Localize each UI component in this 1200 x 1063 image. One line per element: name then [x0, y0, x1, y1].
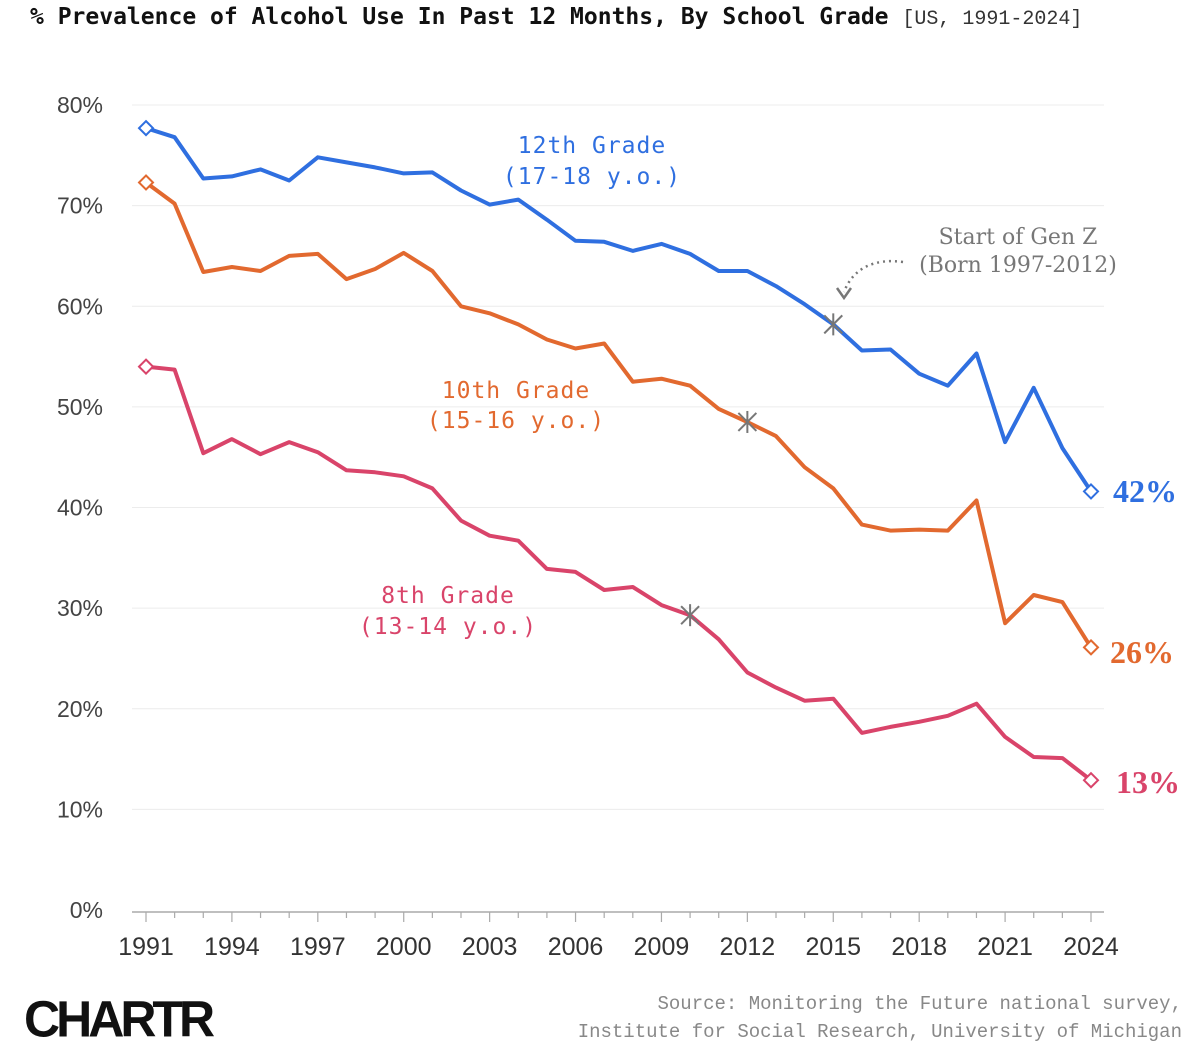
y-tick-label: 30% [57, 595, 103, 621]
series-line-12th-grade [144, 126, 1093, 494]
chartr-logo: CHARTR [24, 990, 215, 1048]
gen-z-marker-8th-grade [680, 604, 700, 627]
series-label-10th-grade-age: (15-16 y.o.) [427, 408, 605, 434]
end-point-10th-grade [1082, 638, 1100, 656]
series-label-12th-grade-age: (17-18 y.o.) [503, 164, 681, 190]
chart-title: % Prevalence of Alcohol Use In Past 12 M… [30, 4, 1082, 31]
x-tick-label: 1994 [204, 933, 260, 961]
x-tick-label: 2006 [548, 933, 604, 961]
y-tick-label: 0% [70, 897, 103, 923]
x-tick-label: 2015 [805, 933, 861, 961]
series-label-8th-grade: 8th Grade [381, 583, 515, 609]
line-chart: 0% 10% 20% 30% 40% 50% 60% 70% 80% 1991 1994 1997 2… [57, 92, 1180, 961]
x-tick-label: 2009 [634, 933, 690, 961]
chart-title-sub: [US, 1991-2024] [902, 8, 1083, 31]
series-line-8th-grade [144, 364, 1093, 783]
y-axis-ticks: 0% 10% 20% 30% 40% 50% 60% 70% 80% [57, 92, 103, 923]
gen-z-annotation-arrowhead [835, 287, 853, 301]
y-tick-label: 80% [57, 92, 103, 118]
x-tick-label: 2024 [1063, 933, 1119, 961]
y-tick-label: 70% [57, 193, 103, 219]
y-tick-label: 60% [57, 293, 103, 319]
y-tick-label: 50% [57, 394, 103, 420]
start-point-12th-grade [137, 119, 155, 137]
x-tick-label: 2000 [376, 933, 432, 961]
x-tick-label: 1991 [118, 933, 174, 961]
x-tick-label: 1997 [290, 933, 346, 961]
series-label-10th-grade: 10th Grade [442, 378, 590, 404]
source-line-2: Institute for Social Research, Universit… [577, 1021, 1182, 1043]
x-tick-label: 2012 [720, 933, 776, 961]
x-tick-label: 2018 [891, 933, 947, 961]
y-tick-label: 40% [57, 495, 103, 521]
end-label-12th-grade: 42% [1113, 473, 1177, 509]
start-point-8th-grade [137, 358, 155, 376]
source-line-1: Source: Monitoring the Future national s… [657, 993, 1183, 1015]
x-tick-label: 2021 [977, 933, 1033, 961]
series-line-10th-grade [144, 180, 1093, 650]
end-label-10th-grade: 26% [1110, 634, 1174, 670]
source-note: Source: Monitoring the Future national s… [578, 990, 1182, 1046]
gen-z-annotation-line2: (Born 1997-2012) [919, 253, 1117, 278]
gen-z-marker-10th-grade [737, 410, 758, 433]
series-label-8th-grade-age: (13-14 y.o.) [359, 614, 537, 640]
chart-title-main: % Prevalence of Alcohol Use In Past 12 M… [30, 4, 889, 30]
series-lines [137, 119, 1100, 789]
series-label-12th-grade: 12th Grade [518, 133, 666, 159]
y-tick-label: 20% [57, 696, 103, 722]
gridlines [132, 104, 1104, 810]
end-point-8th-grade [1082, 771, 1100, 789]
end-point-12th-grade [1082, 482, 1100, 500]
start-point-10th-grade [137, 174, 155, 191]
y-tick-label: 10% [57, 796, 103, 822]
gen-z-marker-12th-grade [823, 313, 843, 336]
gen-z-annotation-arrow [842, 259, 904, 293]
x-axis: 1991 1994 1997 2000 2003 2006 2009 2012 2015 2018… [118, 911, 1119, 961]
x-tick-label: 2003 [462, 933, 518, 961]
gen-z-annotation-line1: Start of Gen Z [939, 225, 1098, 250]
end-label-8th-grade: 13% [1116, 764, 1180, 800]
